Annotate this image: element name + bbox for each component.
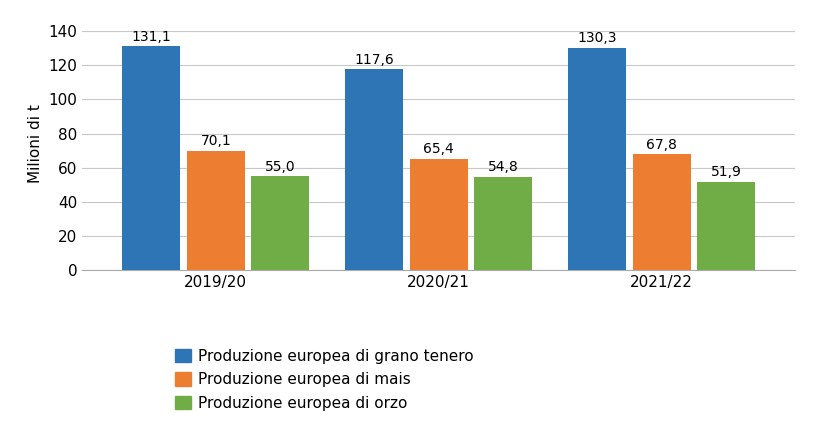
Text: 130,3: 130,3 — [577, 31, 616, 45]
Text: 51,9: 51,9 — [710, 165, 741, 179]
Text: 131,1: 131,1 — [131, 30, 171, 44]
Bar — [410, 159, 467, 270]
Text: 117,6: 117,6 — [354, 53, 393, 67]
Bar — [632, 154, 690, 270]
Bar — [473, 177, 532, 270]
Bar — [187, 150, 244, 270]
Text: 55,0: 55,0 — [265, 160, 296, 174]
Bar — [568, 48, 625, 270]
Text: 70,1: 70,1 — [200, 134, 231, 148]
Bar — [345, 69, 403, 270]
Text: 67,8: 67,8 — [645, 138, 676, 152]
Legend: Produzione europea di grano tenero, Produzione europea di mais, Produzione europ: Produzione europea di grano tenero, Prod… — [175, 349, 473, 411]
Bar — [251, 176, 309, 270]
Text: 54,8: 54,8 — [487, 160, 518, 174]
Text: 65,4: 65,4 — [423, 142, 454, 156]
Y-axis label: Milioni di t: Milioni di t — [28, 105, 43, 183]
Bar — [696, 182, 754, 270]
Bar — [122, 46, 180, 270]
